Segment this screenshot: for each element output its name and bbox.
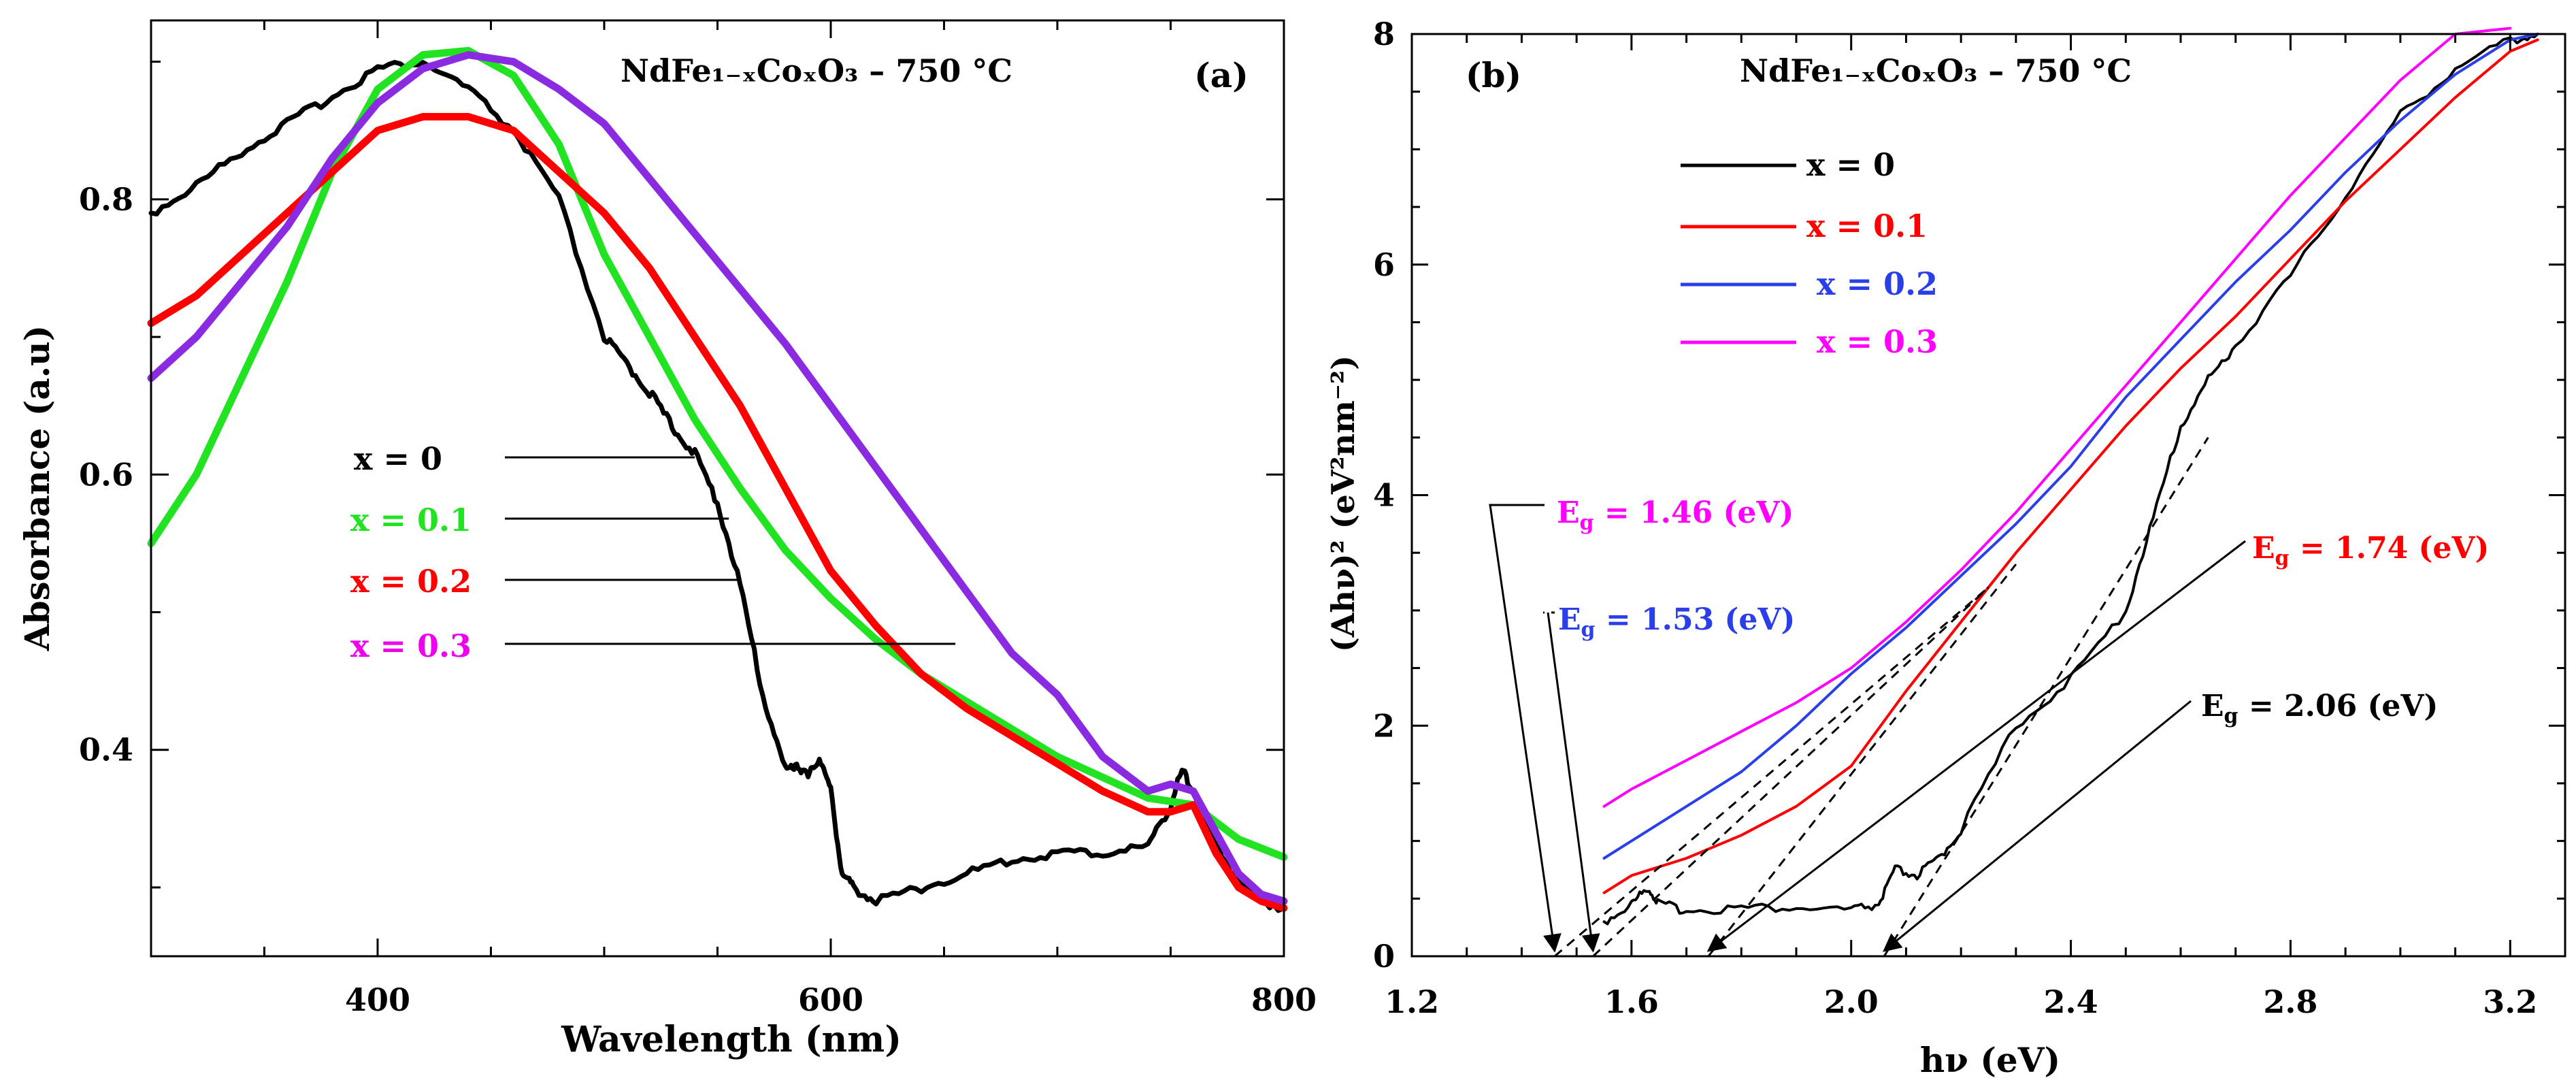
chart-panel-b: 1.2 1.6 2.0 2.4 2.8 3.2 0 2 4 6 8 (b) NdFe₁₋ₓCoₓO₃… [1325, 16, 2566, 1080]
legend-label-x0.1-a: x = 0.1 [350, 502, 472, 538]
legend-label-x0.2-b: x = 0.2 [1817, 265, 1938, 302]
legend-label-x0.3-b: x = 0.3 [1817, 323, 1938, 360]
series-line-b-x0.1 [1602, 38, 2539, 894]
y-tick-label-b: 2 [1373, 707, 1395, 744]
band-gap-arrows-b [1489, 504, 2246, 953]
x-axis-label-b: hν (eV) [1920, 1040, 2060, 1080]
legend-a: x = 0 x = 0.1 x = 0.2 x = 0.3 [350, 440, 472, 664]
legend-pointers-a [505, 456, 956, 645]
eg-label-x0.3: Eg = 1.46 (eV) [1557, 495, 1794, 535]
x-tick-label-b: 3.2 [2483, 983, 2537, 1020]
eg-arrow-x0 [1883, 700, 2192, 952]
y-axis-label-b: (Ahν)² (eV²nm⁻²) [1325, 355, 1361, 652]
eg-label-x0.1: Eg = 1.74 (eV) [2252, 531, 2489, 570]
legend-b: x = 0 x = 0.1 x = 0.2 x = 0.3 [1681, 146, 1938, 360]
series-line-a-x0.3 [147, 51, 1288, 905]
series-line-b-x0.2 [1602, 33, 2539, 860]
chart-panel-a: 400 600 800 0.4 0.6 0.8 NdFe₁₋ₓCoₓO₃ – 750 °C… [17, 19, 1317, 1060]
y-tick-label-b: 0 [1373, 938, 1395, 975]
y-tick-label-b: 6 [1373, 246, 1395, 283]
y-tick-label-b: 8 [1373, 16, 1395, 52]
legend-label-x0-a: x = 0 [354, 440, 442, 477]
x-tick-label-a: 600 [798, 981, 863, 1018]
eg-label-x0.2: Eg = 1.53 (eV) [1558, 602, 1795, 642]
eg-label-x0: Eg = 2.06 (eV) [2201, 689, 2438, 728]
series-line-a-x0 [148, 60, 1287, 913]
plot-frame-a [150, 19, 1285, 958]
y-tick-label-a: 0.6 [79, 456, 133, 493]
series-line-b-x0 [1602, 33, 2539, 926]
panel-a-title: NdFe₁₋ₓCoₓO₃ – 750 °C [621, 52, 1012, 89]
x-tick-label-b: 1.2 [1385, 983, 1439, 1020]
series-line-a-x0.1 [147, 47, 1288, 861]
legend-label-x0.2-a: x = 0.2 [350, 563, 472, 600]
eg-arrow-x0.2 [1543, 611, 1593, 951]
plot-series-group-a [147, 47, 1288, 913]
tangent-line-b-x0.1 [1707, 564, 2017, 957]
tangent-line-b-x0 [1883, 437, 2209, 957]
plot-frame-b [1410, 33, 2566, 958]
band-gap-labels-b: Eg = 1.46 (eV) Eg = 1.53 (eV) Eg = 1.74 … [1557, 495, 2489, 728]
eg-arrow-x0.1 [1706, 540, 2246, 952]
legend-label-x0-b: x = 0 [1806, 146, 1895, 183]
x-tick-label-b: 2.4 [2044, 983, 2098, 1020]
axis-ticks-b: 1.2 1.6 2.0 2.4 2.8 3.2 0 2 4 6 8 [1373, 16, 2565, 1020]
eg-arrow-x0.3 [1489, 504, 1562, 953]
tangent-line-b-x0.2 [1592, 586, 1989, 958]
x-tick-label-b: 1.6 [1604, 983, 1659, 1020]
x-tick-label-a: 400 [345, 981, 410, 1018]
axis-ticks-a: 400 600 800 0.4 0.6 0.8 [79, 20, 1317, 1018]
series-line-a-x0.2 [147, 113, 1288, 912]
panel-b-title: NdFe₁₋ₓCoₓO₃ – 750 °C [1740, 52, 2132, 89]
tangent-line-b-x0.3 [1553, 586, 1989, 958]
plot-series-group-b [1602, 27, 2539, 926]
y-tick-label-a: 0.4 [79, 732, 133, 768]
y-axis-label-a: Absorbance (a.u) [17, 325, 57, 651]
y-tick-label-b: 4 [1373, 477, 1395, 514]
y-tick-label-a: 0.8 [79, 181, 133, 218]
tangent-lines-b [1553, 437, 2209, 958]
x-tick-label-b: 2.0 [1824, 983, 1879, 1020]
series-line-b-x0.3 [1602, 27, 2512, 808]
x-axis-label-a: Wavelength (nm) [561, 1019, 902, 1060]
x-tick-label-a: 800 [1251, 981, 1317, 1018]
panel-a-tag: (a) [1194, 55, 1249, 95]
panel-b-tag: (b) [1466, 55, 1521, 95]
legend-label-x0.1-b: x = 0.1 [1806, 208, 1928, 244]
legend-label-x0.3-a: x = 0.3 [350, 628, 472, 664]
x-tick-label-b: 2.8 [2263, 983, 2317, 1020]
